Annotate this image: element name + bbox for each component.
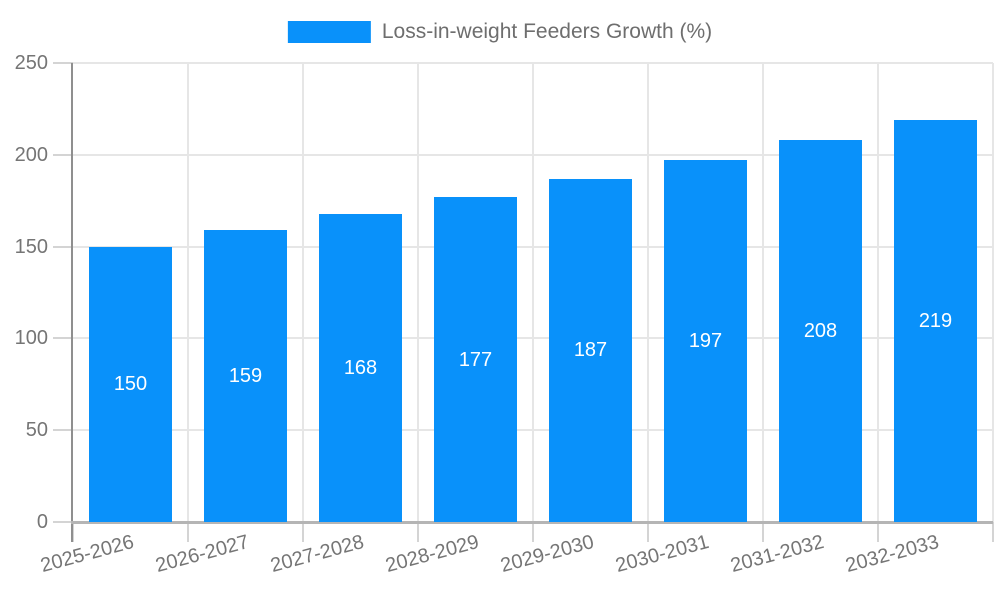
gridline-vertical bbox=[877, 63, 879, 522]
bar-2030-2031[interactable] bbox=[664, 160, 747, 522]
x-axis-tick bbox=[647, 522, 649, 542]
y-axis-tick bbox=[53, 62, 73, 64]
bar-2027-2028[interactable] bbox=[319, 213, 402, 522]
bar-2026-2027[interactable] bbox=[204, 230, 287, 522]
bar-value-label: 159 bbox=[228, 365, 263, 388]
gridline-vertical bbox=[302, 63, 304, 522]
y-axis-tick bbox=[53, 521, 73, 523]
y-axis-tick-label: 100 bbox=[14, 327, 48, 350]
y-axis-tick-label: 0 bbox=[36, 511, 48, 533]
gridline-vertical bbox=[647, 63, 649, 522]
bar-2031-2032[interactable] bbox=[779, 140, 862, 522]
bar-2028-2029[interactable] bbox=[434, 197, 517, 522]
y-axis-tick bbox=[53, 245, 73, 248]
x-axis-tick bbox=[72, 522, 74, 542]
bar-value-label: 187 bbox=[573, 339, 608, 362]
x-axis-tick-label: 2029-2030 bbox=[498, 531, 597, 578]
y-axis-tick bbox=[53, 153, 73, 156]
gridline-vertical bbox=[417, 63, 419, 522]
gridline-vertical bbox=[992, 63, 994, 522]
legend-swatch bbox=[287, 21, 371, 43]
gridline-vertical bbox=[762, 63, 764, 522]
bar-value-label: 197 bbox=[688, 330, 723, 353]
bar-value-label: 177 bbox=[458, 348, 493, 371]
legend-item[interactable]: Loss-in-weight Feeders Growth (%) bbox=[287, 20, 713, 44]
x-axis-tick-label: 2025-2026 bbox=[38, 531, 137, 578]
y-axis-tick-label: 200 bbox=[14, 143, 48, 166]
bar-value-label: 150 bbox=[113, 373, 148, 396]
y-axis-tick bbox=[53, 337, 73, 340]
x-axis-tick bbox=[532, 522, 534, 542]
x-axis-tick bbox=[877, 522, 879, 542]
x-axis-tick bbox=[417, 522, 419, 542]
bar-value-label: 208 bbox=[803, 320, 838, 343]
bar-value-label: 219 bbox=[918, 309, 953, 332]
x-axis-tick-label: 2032-2033 bbox=[843, 531, 942, 578]
x-axis-tick-label: 2031-2032 bbox=[728, 531, 827, 578]
bar-2032-2033[interactable] bbox=[894, 119, 977, 522]
y-axis-tick-label: 150 bbox=[14, 235, 48, 258]
x-axis-tick bbox=[302, 522, 304, 542]
x-axis-tick bbox=[992, 522, 994, 542]
x-axis-tick-label: 2030-2031 bbox=[613, 531, 712, 578]
x-axis-tick bbox=[187, 522, 189, 542]
gridline-vertical bbox=[187, 63, 189, 522]
y-axis-tick-label: 250 bbox=[14, 52, 48, 74]
x-axis-tick-label: 2027-2028 bbox=[268, 531, 367, 578]
x-axis-line bbox=[71, 521, 993, 524]
x-axis-tick-label: 2026-2027 bbox=[153, 531, 252, 578]
bar-2029-2030[interactable] bbox=[549, 178, 632, 522]
bar-2025-2026[interactable] bbox=[89, 246, 172, 522]
y-axis-tick bbox=[53, 429, 73, 432]
x-axis-tick-label: 2028-2029 bbox=[383, 531, 482, 578]
x-axis-tick bbox=[762, 522, 764, 542]
legend-label: Loss-in-weight Feeders Growth (%) bbox=[381, 20, 713, 43]
y-axis-tick-label: 50 bbox=[25, 419, 48, 442]
bar-value-label: 168 bbox=[343, 356, 378, 379]
y-axis-line bbox=[71, 63, 73, 542]
gridline-vertical bbox=[532, 63, 534, 522]
